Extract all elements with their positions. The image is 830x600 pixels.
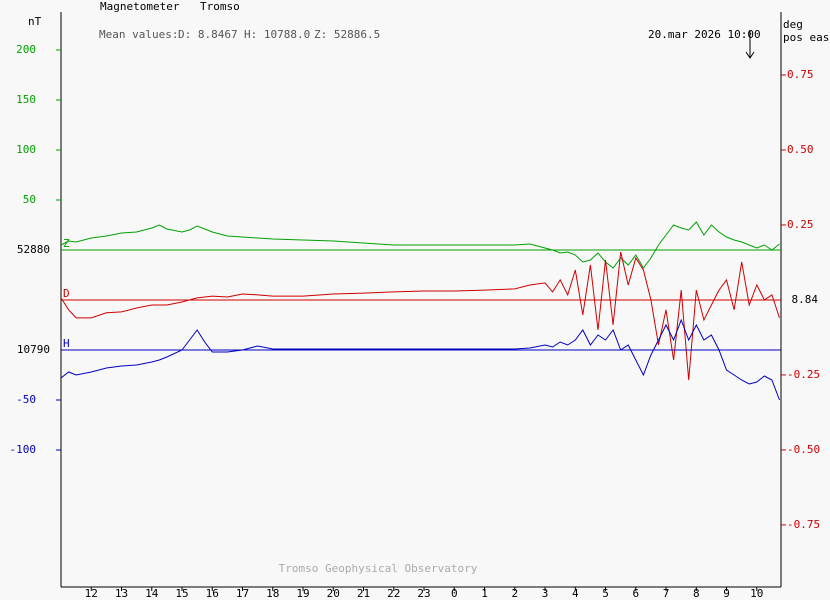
station: Tromso xyxy=(200,0,240,13)
x-tick-label: 1 xyxy=(481,587,488,600)
mean-label: Mean values: xyxy=(99,28,178,41)
series-name: Z xyxy=(63,237,70,250)
x-tick-label: 6 xyxy=(632,587,639,600)
x-tick-label: 18 xyxy=(266,587,279,600)
y-tick-label: 50 xyxy=(23,193,36,206)
timestamp: 20.mar 2026 10:00 xyxy=(648,28,761,41)
right-unit-note: pos east xyxy=(783,31,830,44)
x-tick-label: 7 xyxy=(663,587,670,600)
y2-tick-label: -0.75 xyxy=(787,518,820,531)
x-tick-label: 15 xyxy=(175,587,188,600)
baseline-label: 10790 xyxy=(17,343,50,356)
left-unit: nT xyxy=(28,15,42,28)
series-line xyxy=(60,221,780,269)
x-tick-label: 21 xyxy=(357,587,370,600)
x-tick-label: 13 xyxy=(115,587,128,600)
x-tick-label: 16 xyxy=(206,587,219,600)
x-tick-label: 22 xyxy=(387,587,400,600)
y-tick-label: 100 xyxy=(16,143,36,156)
baseline-label: 8.84 xyxy=(792,293,819,306)
x-tick-label: 3 xyxy=(542,587,549,600)
x-tick-label: 5 xyxy=(602,587,609,600)
chart-title: Magnetometer xyxy=(100,0,180,13)
baseline-label: 52880 xyxy=(17,243,50,256)
x-tick-label: 19 xyxy=(296,587,309,600)
series-line xyxy=(60,251,780,381)
series-name: H xyxy=(63,337,70,350)
x-tick-label: 17 xyxy=(236,587,249,600)
x-tick-label: 12 xyxy=(85,587,98,600)
x-tick-label: 8 xyxy=(693,587,700,600)
x-tick-label: 0 xyxy=(451,587,458,600)
x-tick-label: 9 xyxy=(723,587,730,600)
y-tick-label: -50 xyxy=(16,393,36,406)
x-tick-label: 23 xyxy=(417,587,430,600)
series-line xyxy=(60,318,780,401)
right-unit: deg xyxy=(783,18,803,31)
now-arrow xyxy=(745,30,755,59)
y2-tick-label: 0.75 xyxy=(787,68,814,81)
y-tick-label: 200 xyxy=(16,43,36,56)
footer: Tromso Geophysical Observatory xyxy=(279,562,478,575)
y-tick-label: 150 xyxy=(16,93,36,106)
mean-z: Z: 52886.5 xyxy=(314,28,380,41)
series-name: D xyxy=(63,287,70,300)
y2-tick-label: -0.50 xyxy=(787,443,820,456)
y2-tick-label: 0.25 xyxy=(787,218,814,231)
y2-tick-label: 0.50 xyxy=(787,143,814,156)
mean-d: D: 8.8467 xyxy=(178,28,238,41)
x-tick-label: 2 xyxy=(511,587,518,600)
x-tick-label: 14 xyxy=(145,587,159,600)
x-tick-label: 4 xyxy=(572,587,579,600)
x-tick-label: 20 xyxy=(327,587,340,600)
mean-h: H: 10788.0 xyxy=(244,28,310,41)
y2-tick-label: -0.25 xyxy=(787,368,820,381)
x-tick-label: 10 xyxy=(750,587,763,600)
y-tick-label: -100 xyxy=(10,443,37,456)
